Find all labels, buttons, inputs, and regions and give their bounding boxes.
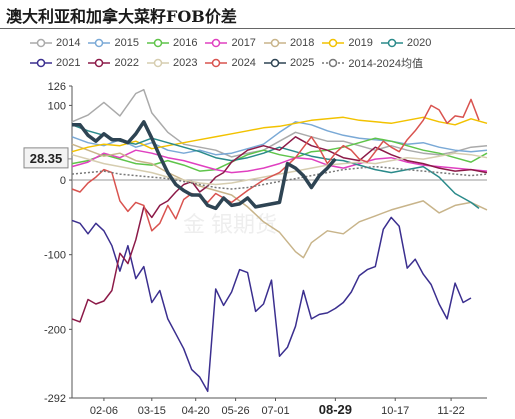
legend-item: 2023: [146, 57, 198, 69]
legend-label: 2023: [172, 57, 198, 69]
legend-label: 2020: [406, 37, 432, 49]
legend-item: 2014-2024均值: [322, 55, 423, 71]
legend-swatch: [263, 57, 286, 69]
y-tick-label: -100: [44, 250, 66, 262]
x-tick-label: 10-17: [381, 405, 409, 417]
legend-swatch: [322, 57, 345, 69]
y-tick-label: 0: [60, 175, 66, 187]
legend-swatch: [263, 37, 286, 49]
chart-legend: 2014 2015 2016 2017 2018 2019 2020 2021 2022 202…: [30, 33, 510, 73]
series-line-2019: [71, 116, 488, 153]
legend-swatch: [146, 57, 169, 69]
x-tick-label: 08-29: [319, 402, 352, 417]
series-line-2014: [71, 88, 488, 158]
x-tick-label: 03-15: [138, 405, 166, 417]
x-tick-label: 04-20: [182, 405, 210, 417]
value-callout-box: [23, 147, 69, 169]
y-tick-label: 126: [48, 81, 66, 93]
legend-item: 2017: [205, 37, 256, 49]
legend-item: 2022: [88, 57, 139, 69]
legend-row: 2014 2015 2016 2017 2018 2019 2020: [30, 33, 510, 53]
chart-title: 澳大利亚和加拿大菜籽FOB价差: [6, 7, 237, 26]
legend-swatch: [380, 37, 403, 49]
legend-label: 2014-2024均值: [348, 58, 424, 70]
series-line-2023: [71, 152, 488, 186]
legend-label: 2017: [231, 37, 256, 49]
legend-item: 2015: [88, 37, 139, 49]
legend-item: 2016: [146, 37, 198, 49]
legend-label: 2018: [289, 37, 315, 49]
series-line-2025: [72, 120, 337, 211]
legend-swatch: [30, 57, 52, 69]
legend-label: 2025: [289, 57, 315, 69]
legend-label: 2014: [56, 37, 81, 49]
series-line-2022: [71, 136, 488, 323]
legend-label: 2015: [114, 37, 139, 49]
legend-swatch: [322, 37, 345, 49]
legend-item: 2020: [380, 37, 432, 49]
series-line-2024: [71, 98, 480, 232]
series-line-2020: [71, 124, 480, 209]
value-callout-label: 28.35: [30, 151, 63, 166]
legend-label: 2016: [172, 37, 198, 49]
legend-label: 2022: [114, 57, 139, 69]
legend-swatch: [88, 37, 111, 49]
series-line-2018: [71, 143, 488, 259]
legend-row: 2021 2022 2023 2024 2025 2014-2024均值: [30, 53, 510, 73]
x-tick-label: 07-01: [261, 405, 289, 417]
y-tick-label: 100: [48, 100, 66, 112]
x-tick-label: 11-22: [437, 405, 464, 417]
legend-item: 2024: [205, 57, 256, 69]
legend-item: 2019: [322, 37, 373, 49]
series-line-2014-2024均值: [71, 165, 488, 190]
legend-item: 2018: [263, 37, 315, 49]
series-line-2016: [71, 137, 488, 172]
legend-item: 2014: [30, 37, 80, 49]
x-tick-label: 02-06: [90, 405, 118, 417]
legend-label: 2019: [348, 37, 373, 49]
title-divider: [0, 28, 515, 29]
legend-swatch: [88, 57, 111, 69]
watermark-text: 金 银期货: [183, 212, 277, 237]
legend-item: 2025: [263, 57, 315, 69]
series-line-2015: [71, 121, 488, 156]
series-line-2021: [71, 216, 472, 393]
legend-swatch: [205, 57, 228, 69]
legend-swatch: [146, 37, 169, 49]
legend-swatch: [205, 37, 228, 49]
legend-item: 2021: [30, 57, 80, 69]
y-tick-label: -292: [44, 393, 66, 405]
x-tick-label: 05-26: [222, 405, 250, 417]
legend-label: 2021: [56, 57, 81, 69]
y-tick-label: -200: [44, 324, 66, 336]
legend-swatch: [30, 37, 52, 49]
series-line-2017: [71, 149, 488, 174]
legend-label: 2024: [231, 57, 256, 69]
